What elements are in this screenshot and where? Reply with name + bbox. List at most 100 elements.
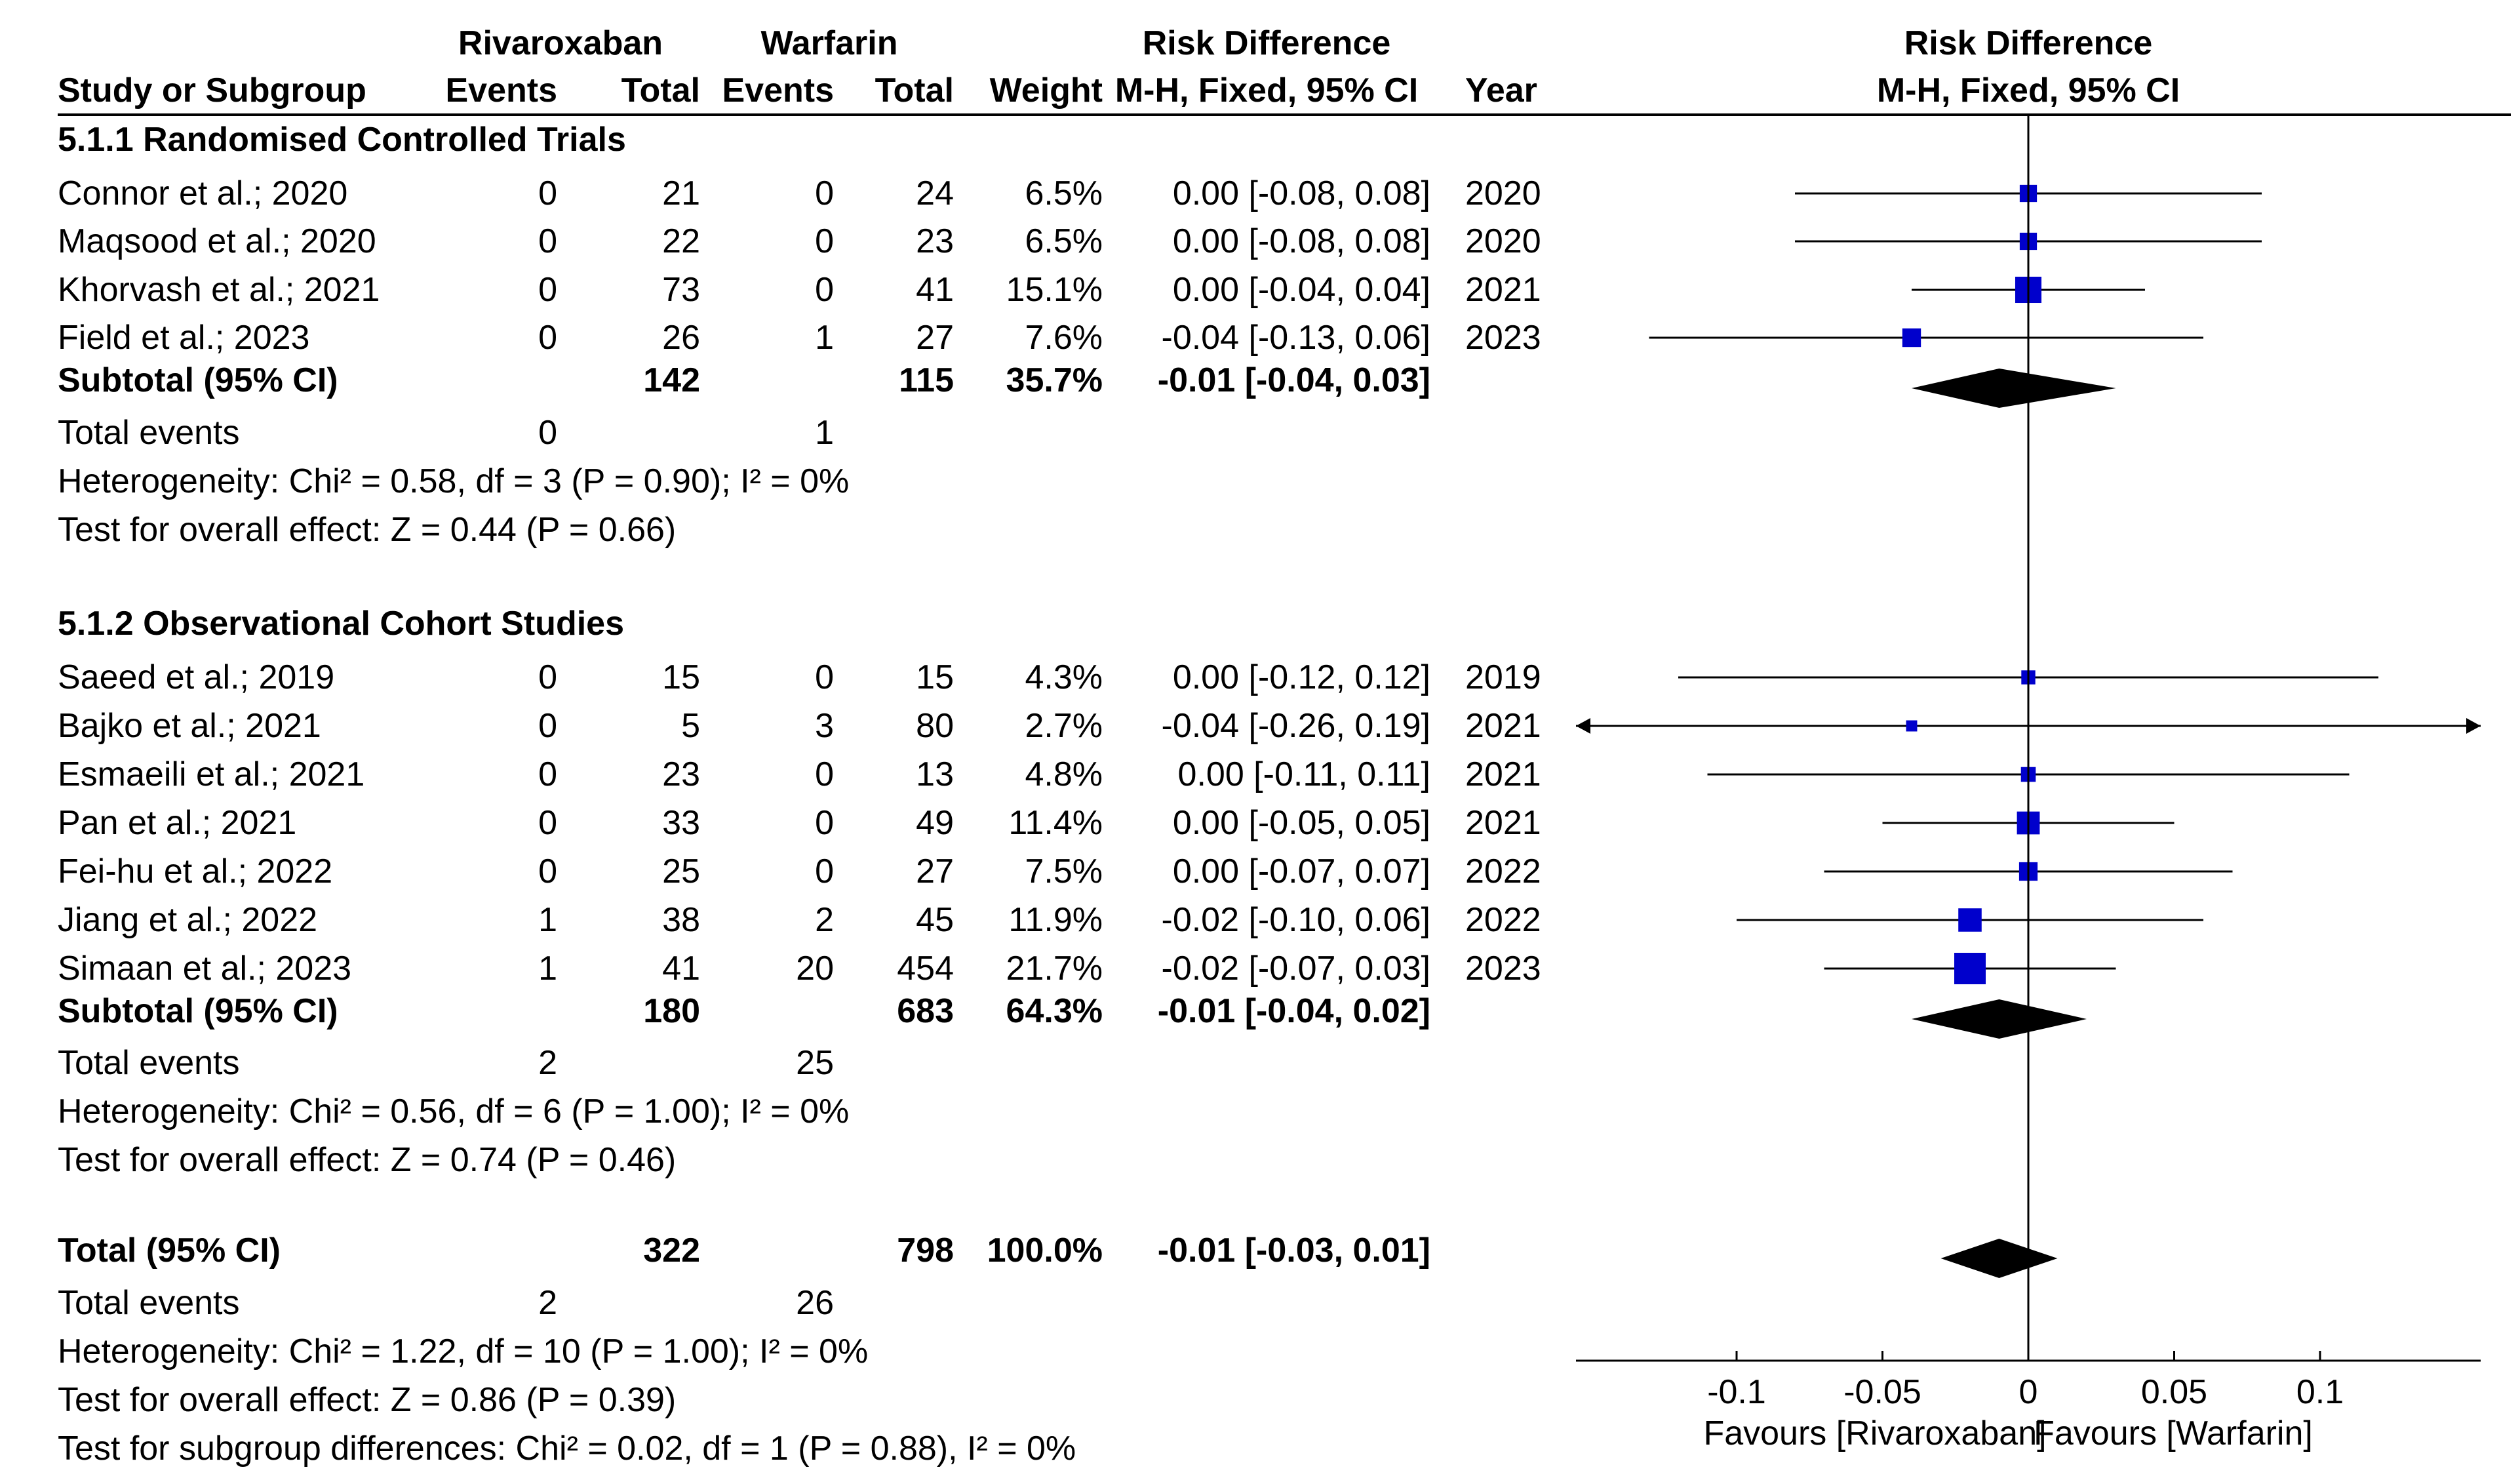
events2-header: Events (722, 71, 834, 110)
summary-total-rivaroxaban: 322 (643, 1231, 700, 1270)
events-warfarin: 0 (815, 852, 834, 890)
weight-value: 6.5% (1025, 174, 1103, 212)
events-rivaroxaban: 1 (538, 950, 557, 988)
total-rivaroxaban: 38 (662, 901, 700, 939)
total-rivaroxaban: 33 (662, 804, 700, 842)
overall-effect-text: Test for overall effect: Z = 0.86 (P = 0… (58, 1381, 676, 1419)
events-warfarin: 0 (815, 755, 834, 793)
ci-value: 0.00 [-0.08, 0.08] (1173, 222, 1430, 260)
study-name: Saeed et al.; 2019 (58, 658, 334, 696)
summary-total-rivaroxaban: 142 (643, 361, 700, 399)
method-header-right: M-H, Fixed, 95% CI (1877, 71, 2180, 110)
study-name: Khorvash et al.; 2021 (58, 271, 380, 309)
heterogeneity-text: Heterogeneity: Chi² = 1.22, df = 10 (P =… (58, 1332, 868, 1370)
events-warfarin: 3 (815, 707, 834, 745)
total-warfarin: 15 (916, 658, 954, 696)
study-name: Jiang et al.; 2022 (58, 901, 317, 939)
study-effect-square (1954, 953, 1986, 984)
events-warfarin: 0 (815, 271, 834, 309)
summary-ci: -0.01 [-0.04, 0.03] (1158, 361, 1430, 399)
ci-value: 0.00 [-0.12, 0.12] (1173, 658, 1430, 696)
total-warfarin: 45 (916, 901, 954, 939)
year-value: 2022 (1465, 852, 1541, 890)
events-warfarin: 2 (815, 901, 834, 939)
total-rivaroxaban: 26 (662, 319, 700, 357)
study-name: Esmaeili et al.; 2021 (58, 755, 364, 793)
x-tick-label: 0.1 (2296, 1373, 2344, 1411)
subgroup-differences-text: Test for subgroup differences: Chi² = 0.… (58, 1430, 1076, 1468)
subgroup-title: 5.1.1 Randomised Controlled Trials (58, 121, 626, 159)
summary-weight: 35.7% (1006, 361, 1103, 399)
events1-header: Events (445, 71, 557, 110)
summary-total-warfarin: 798 (897, 1231, 954, 1270)
total-rivaroxaban: 21 (662, 174, 700, 212)
overall-effect-text: Test for overall effect: Z = 0.44 (P = 0… (58, 511, 676, 549)
study-name: Simaan et al.; 2023 (58, 950, 351, 988)
weight-value: 7.6% (1025, 319, 1103, 357)
total-events-warfarin: 26 (796, 1284, 834, 1322)
ci-value: 0.00 [-0.05, 0.05] (1173, 804, 1430, 842)
summary-ci: -0.01 [-0.04, 0.02] (1158, 992, 1430, 1030)
year-value: 2021 (1465, 755, 1541, 793)
year-value: 2020 (1465, 174, 1541, 212)
weight-value: 15.1% (1006, 271, 1103, 309)
summary-weight: 100.0% (987, 1231, 1103, 1270)
total2-header: Total (875, 71, 954, 110)
summary-total-warfarin: 115 (899, 361, 954, 399)
summary-label: Subtotal (95% CI) (58, 361, 338, 399)
total-rivaroxaban: 15 (662, 658, 700, 696)
total-events-rivaroxaban: 2 (538, 1044, 557, 1082)
summary-diamond (1940, 1239, 2058, 1278)
weight-value: 4.3% (1025, 658, 1103, 696)
year-value: 2021 (1465, 707, 1541, 745)
total-warfarin: 23 (916, 222, 954, 260)
total-rivaroxaban: 73 (662, 271, 700, 309)
summary-ci: -0.01 [-0.03, 0.01] (1158, 1231, 1430, 1270)
ci-value: -0.04 [-0.13, 0.06] (1162, 319, 1431, 357)
summary-weight: 64.3% (1006, 992, 1103, 1030)
events-warfarin: 0 (815, 174, 834, 212)
favours-left-label: Favours [Rivaroxaban] (1703, 1414, 2046, 1452)
events-rivaroxaban: 0 (538, 271, 557, 309)
group1-header: Rivaroxaban (458, 24, 663, 62)
total-warfarin: 41 (916, 271, 954, 309)
effect-header-left: Risk Difference (1143, 24, 1391, 62)
events-rivaroxaban: 0 (538, 222, 557, 260)
year-value: 2021 (1465, 804, 1541, 842)
events-rivaroxaban: 0 (538, 755, 557, 793)
events-rivaroxaban: 1 (538, 901, 557, 939)
weight-header: Weight (990, 71, 1103, 110)
weight-value: 11.9% (1008, 901, 1103, 939)
events-warfarin: 20 (796, 950, 834, 988)
study-name: Connor et al.; 2020 (58, 174, 347, 212)
total-rivaroxaban: 22 (662, 222, 700, 260)
weight-value: 2.7% (1025, 707, 1103, 745)
events-rivaroxaban: 0 (538, 852, 557, 890)
summary-total-rivaroxaban: 180 (643, 992, 700, 1030)
group2-header: Warfarin (761, 24, 898, 62)
ci-value: 0.00 [-0.04, 0.04] (1173, 271, 1430, 309)
weight-value: 6.5% (1025, 222, 1103, 260)
total-events-warfarin: 1 (815, 414, 834, 452)
study-column-header: Study or Subgroup (58, 71, 366, 110)
weight-value: 11.4% (1008, 804, 1103, 842)
method-header-left: M-H, Fixed, 95% CI (1115, 71, 1418, 110)
events-rivaroxaban: 0 (538, 804, 557, 842)
ci-arrow-right (2466, 718, 2481, 734)
total-warfarin: 49 (916, 804, 954, 842)
year-value: 2023 (1465, 319, 1541, 357)
total-warfarin: 80 (916, 707, 954, 745)
year-value: 2023 (1465, 950, 1541, 988)
study-name: Fei-hu et al.; 2022 (58, 852, 332, 890)
summary-diamond (1912, 369, 2116, 408)
total-events-rivaroxaban: 0 (538, 414, 557, 452)
x-tick-label: -0.1 (1707, 1373, 1766, 1411)
events-rivaroxaban: 0 (538, 658, 557, 696)
year-value: 2021 (1465, 271, 1541, 309)
total-warfarin: 13 (916, 755, 954, 793)
summary-diamond (1912, 999, 2087, 1039)
total-warfarin: 27 (916, 852, 954, 890)
events-warfarin: 1 (815, 319, 834, 357)
total-events-rivaroxaban: 2 (538, 1284, 557, 1322)
